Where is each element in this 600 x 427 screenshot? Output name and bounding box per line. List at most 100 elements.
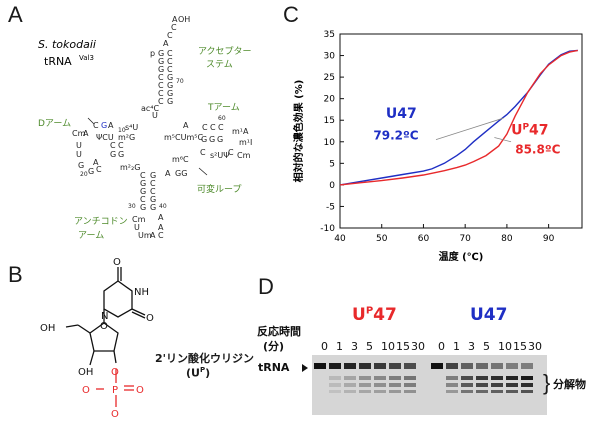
svg-text:OH: OH xyxy=(178,15,190,24)
svg-text:C: C xyxy=(140,171,146,180)
svg-text:A: A xyxy=(172,15,178,24)
uridine-abbr-close: ) xyxy=(205,366,211,380)
svg-text:G: G xyxy=(217,135,223,144)
trna-band xyxy=(344,363,356,369)
y-tick-label: 30 xyxy=(324,52,336,62)
gel-image xyxy=(312,355,547,415)
svg-text:m¹I: m¹I xyxy=(239,138,252,147)
trna-band xyxy=(461,363,473,369)
atom-n: N xyxy=(101,311,108,322)
svg-text:m⁵CUm⁵C: m⁵CUm⁵C xyxy=(164,133,203,142)
y-tick-label: -5 xyxy=(326,202,335,212)
svg-text:G: G xyxy=(167,81,173,90)
svg-text:ΨCU: ΨCU xyxy=(96,133,114,142)
svg-text:A: A xyxy=(150,231,156,240)
svg-text:G: G xyxy=(150,171,156,180)
lane-label: 0 xyxy=(438,340,445,353)
product-band xyxy=(389,376,401,380)
svg-text:C: C xyxy=(118,141,124,150)
svg-text:ac⁴C: ac⁴C xyxy=(141,104,160,113)
svg-text:A: A xyxy=(183,121,189,130)
svg-text:s⁴U: s⁴U xyxy=(125,123,138,132)
product-band xyxy=(491,390,503,393)
svg-text:G: G xyxy=(140,179,146,188)
x-tick-label: 80 xyxy=(501,234,513,244)
panel-d-letter: D xyxy=(258,274,274,299)
lane-label: 3 xyxy=(351,340,358,353)
product-band xyxy=(344,390,356,393)
uridine-abbr-open: (U xyxy=(186,366,200,380)
svg-text:70: 70 xyxy=(176,78,184,85)
svg-text:C: C xyxy=(228,148,234,157)
svg-text:G: G xyxy=(201,135,207,144)
svg-text:A: A xyxy=(108,121,114,130)
product-band xyxy=(461,376,473,380)
svg-text:A: A xyxy=(83,129,89,138)
product-band xyxy=(329,376,341,380)
svg-text:G: G xyxy=(88,167,94,176)
svg-text:30: 30 xyxy=(128,203,136,210)
uridine-abbr-sup: P xyxy=(199,366,206,374)
atom-o-top: O xyxy=(113,257,121,268)
svg-text:C: C xyxy=(158,89,164,98)
trna-band xyxy=(506,363,518,369)
svg-text:G: G xyxy=(158,65,164,74)
svg-text:G: G xyxy=(167,97,173,106)
x-tick-label: 90 xyxy=(543,234,555,244)
svg-text:C: C xyxy=(110,141,116,150)
svg-text:C: C xyxy=(167,65,173,74)
svg-text:C: C xyxy=(150,179,156,188)
d-arm-label: Dアーム xyxy=(38,118,71,129)
svg-text:G: G xyxy=(101,121,107,130)
trna-band xyxy=(329,363,341,369)
svg-text:m⁶C: m⁶C xyxy=(172,155,189,164)
trna-band xyxy=(491,363,503,369)
acceptor-label-1: アクセプター xyxy=(198,46,252,57)
atom-o-bridge: O xyxy=(111,367,119,378)
tm-up47: 85.8ºC xyxy=(515,142,560,156)
svg-text:40: 40 xyxy=(159,203,167,210)
product-band xyxy=(389,390,401,393)
acceptor-label-2: ステム xyxy=(206,59,233,70)
svg-text:60: 60 xyxy=(218,115,226,122)
svg-text:C: C xyxy=(167,31,173,40)
atom-nh: NH xyxy=(134,287,149,298)
tm-u47-leader xyxy=(435,117,504,141)
tm-up47-leader xyxy=(494,137,512,143)
trna-sup: Val3 xyxy=(79,54,94,62)
svg-text:U: U xyxy=(76,141,82,150)
product-band xyxy=(329,383,341,387)
trna-label: tRNA xyxy=(44,55,72,68)
panel-a-letter: A xyxy=(8,2,23,27)
product-band xyxy=(521,383,533,387)
svg-text:U: U xyxy=(152,111,158,120)
trna-band xyxy=(314,363,326,369)
legend-up47: UP47 xyxy=(511,122,548,138)
svg-text:C: C xyxy=(200,148,206,157)
melting-curve-svg: 40 50 60 70 80 90 -10 -5 0 5 10 15 20 25 30 35 温度 (℃) 相対的… xyxy=(292,30,583,263)
atom-oh-3: OH xyxy=(78,367,93,378)
time-label-2: (分) xyxy=(263,340,285,353)
y-tick-label: 35 xyxy=(324,30,335,40)
lane-label: 1 xyxy=(453,340,460,353)
svg-text:G: G xyxy=(140,187,146,196)
atom-o-bottom: O xyxy=(111,409,119,420)
lane-label: 5 xyxy=(483,340,490,353)
product-band xyxy=(446,383,458,387)
svg-text:p: p xyxy=(150,49,155,58)
product-band xyxy=(461,383,473,387)
y-tick-label: 15 xyxy=(324,116,335,126)
svg-text:A: A xyxy=(158,213,164,222)
product-band xyxy=(374,383,386,387)
svg-text:C: C xyxy=(158,97,164,106)
product-band xyxy=(359,376,371,380)
product-band xyxy=(506,376,518,380)
melting-chart: 40 50 60 70 80 90 -10 -5 0 5 10 15 20 25 30 35 温度 (℃) 相対的… xyxy=(290,20,596,265)
svg-text:A: A xyxy=(158,223,164,232)
svg-text:C: C xyxy=(96,165,102,174)
y-tick-label: 5 xyxy=(329,159,335,169)
svg-text:Cm: Cm xyxy=(237,151,251,160)
